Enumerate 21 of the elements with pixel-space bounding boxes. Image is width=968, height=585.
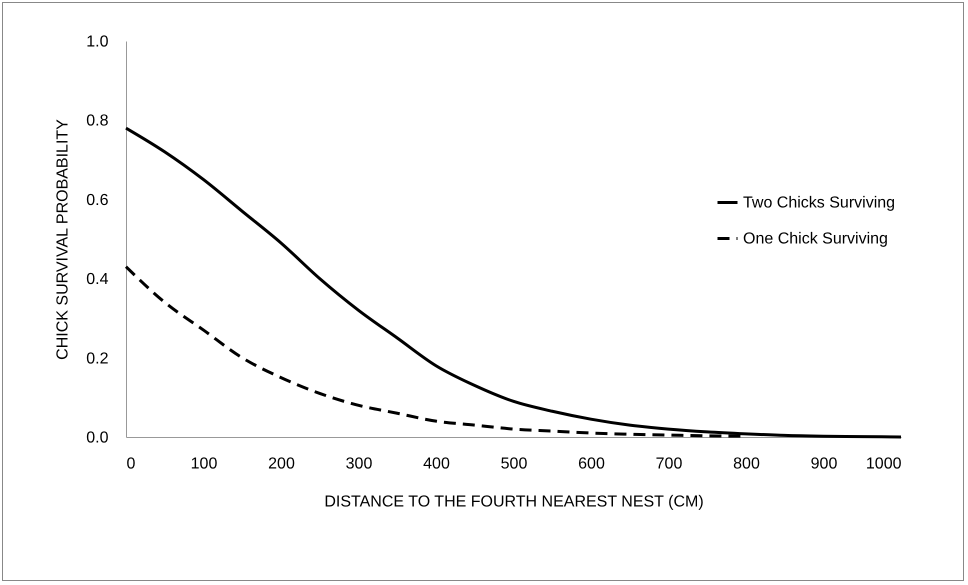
y-tick-label: 0.4 <box>86 271 109 288</box>
y-tick-label: 0.8 <box>86 112 109 130</box>
x-tick-label: 1000 <box>866 456 902 472</box>
legend-label: One Chick Surviving <box>743 230 888 248</box>
x-tick-label: 100 <box>190 456 218 472</box>
x-tick-label: 900 <box>810 456 838 472</box>
y-tick-label: 1.0 <box>86 34 109 50</box>
y-tick-label: 0.6 <box>86 192 109 209</box>
y-tick-label: 0.2 <box>86 350 109 368</box>
y-tick-label: 0.0 <box>86 430 109 446</box>
x-tick-label: 400 <box>423 456 450 472</box>
x-tick-label: 700 <box>656 456 682 472</box>
x-tick-label: 800 <box>733 456 760 472</box>
y-axis-title: CHICK SURVIVAL PROBABILITY <box>54 118 72 360</box>
x-tick-label: 0 <box>126 456 136 472</box>
x-tick-label: 300 <box>346 456 372 472</box>
legend-label: Two Chicks Surviving <box>743 194 896 212</box>
x-tick-label: 200 <box>268 456 295 472</box>
x-tick-label: 600 <box>578 456 605 472</box>
x-axis-title: DISTANCE TO THE FOURTH NEAREST NEST (CM) <box>324 494 704 510</box>
x-tick-label: 500 <box>500 456 528 472</box>
